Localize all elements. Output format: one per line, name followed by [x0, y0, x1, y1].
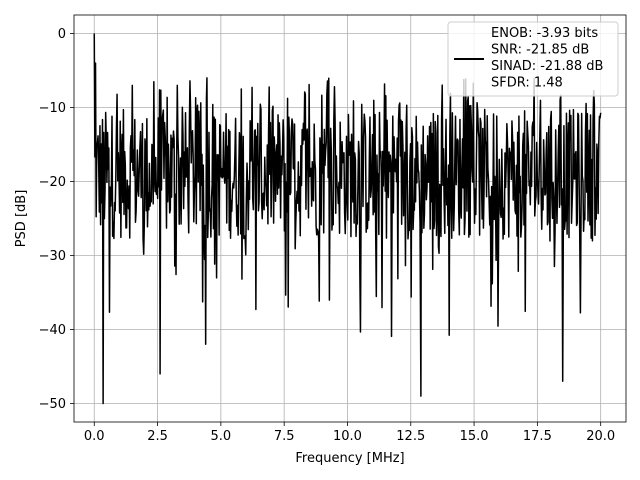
y-tick-label: −50 — [39, 397, 66, 412]
x-tick-label: 17.5 — [523, 429, 552, 444]
x-tick-label: 0.0 — [84, 429, 105, 444]
y-tick-label: −30 — [39, 249, 66, 264]
ticks: 0.0 2.5 5.0 7.5 10.0 12.5 15.0 17.5 20.0 0 −10 −20 −… — [39, 27, 616, 444]
x-tick-label: 10.0 — [333, 429, 362, 444]
axes-frame — [73, 14, 627, 423]
y-tick-label: −10 — [39, 101, 66, 116]
y-tick-label: −20 — [39, 175, 66, 190]
x-tick-label: 5.0 — [211, 429, 232, 444]
x-tick-label: 7.5 — [274, 429, 295, 444]
plot-area — [93, 33, 602, 405]
y-tick-label: 0 — [58, 27, 66, 42]
legend: ENOB: -3.93 bits SNR: -21.85 dB SINAD: -… — [447, 21, 619, 97]
psd-series-line — [93, 33, 602, 405]
legend-snr: SNR: -21.85 dB — [491, 43, 589, 58]
legend-box — [447, 21, 619, 97]
y-tick-label: −40 — [39, 323, 66, 338]
x-axis-label: Frequency [MHz] — [295, 451, 404, 466]
y-axis-label: PSD [dB] — [14, 190, 29, 248]
x-tick-label: 12.5 — [396, 429, 425, 444]
x-tick-label: 15.0 — [460, 429, 489, 444]
x-tick-label: 2.5 — [147, 429, 168, 444]
legend-enob: ENOB: -3.93 bits — [491, 26, 598, 41]
legend-sinad: SINAD: -21.88 dB — [491, 59, 603, 74]
x-tick-label: 20.0 — [586, 429, 615, 444]
legend-sfdr: SFDR: 1.48 — [491, 76, 563, 91]
